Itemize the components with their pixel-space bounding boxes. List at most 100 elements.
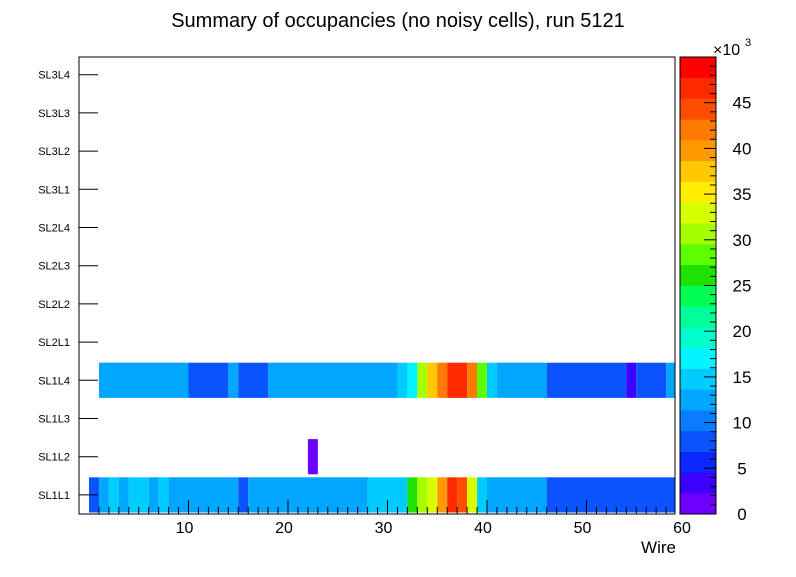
heatmap-cell-sl1l1-18	[477, 477, 487, 513]
heatmap-cell-sl1l1-16	[457, 477, 468, 513]
heatmap-cell-sl1l4-4	[268, 362, 398, 398]
y-tick-label-sl2l3: SL2L3	[38, 261, 70, 273]
colorbar-segment-20	[680, 77, 716, 99]
colorbar-tick-label-35: 35	[733, 185, 752, 204]
heatmap-cell-sl1l4-14	[496, 362, 547, 398]
heatmap-cell-sl1l1-12	[417, 477, 428, 513]
colorbar-tick-label-5: 5	[737, 459, 746, 478]
heatmap-cell-sl1l4-18	[666, 362, 675, 398]
y-tick-label-sl3l4: SL3L4	[38, 70, 70, 82]
heatmap-cell-sl1l4-8	[427, 362, 438, 398]
colorbar-tick-label-25: 25	[733, 277, 752, 296]
heatmap-cell-sl1l1-4	[128, 477, 149, 513]
y-tick-label-sl1l1: SL1L1	[38, 490, 70, 502]
heatmap-cells	[89, 362, 675, 513]
heatmap-cell-sl1l4-6	[407, 362, 418, 398]
heatmap-cell-sl1l4-17	[636, 362, 667, 398]
colorbar-segment-10	[680, 285, 716, 307]
colorbar-segment-12	[680, 243, 716, 266]
heatmap-cell-sl1l4-5	[397, 362, 408, 398]
colorbar: 0 5 10 15 20 25 30 35 40 45	[679, 56, 752, 524]
colorbar-segment-21	[680, 57, 716, 79]
heatmap-cell-sl1l1-15	[447, 477, 458, 513]
colorbar-segment-19	[680, 98, 716, 120]
x-tick-label-10: 10	[176, 520, 194, 537]
heatmap-cell-sl1l4-2	[228, 362, 239, 398]
heatmap-cell-sl1l1-7	[168, 477, 239, 513]
heatmap-cell-sl1l1-20	[546, 477, 675, 513]
colorbar-tick-label-10: 10	[733, 414, 752, 433]
x-tick-label-50: 50	[574, 520, 592, 537]
heatmap-cell-sl1l4-1	[188, 362, 229, 398]
colorbar-segment-4	[680, 410, 716, 432]
heatmap-cell-sl1l4-13	[487, 362, 497, 398]
colorbar-multiplier-base: ×10	[713, 42, 740, 59]
chart-title: Summary of occupancies (no noisy cells),…	[171, 10, 625, 32]
plot-frame	[78, 56, 676, 515]
heatmap-cell-sl1l1-6	[158, 477, 169, 513]
heatmap-cell-sl1l4-0	[98, 362, 189, 398]
heatmap-cell-sl1l1-19	[487, 477, 547, 513]
heatmap-cell-sl1l4-15	[546, 362, 627, 398]
colorbar-segment-8	[680, 327, 716, 349]
y-tick-label-sl1l3: SL1L3	[38, 414, 70, 426]
heatmap-cell-sl1l1-17	[467, 477, 478, 513]
colorbar-segment-15	[680, 181, 716, 203]
y-tick-label-sl2l4: SL2L4	[38, 223, 70, 235]
colorbar-tick-label-15: 15	[733, 368, 752, 387]
colorbar-segment-1	[680, 472, 716, 494]
colorbar-segment-5	[680, 389, 716, 411]
colorbar-segment-16	[680, 160, 716, 182]
x-tick-label-30: 30	[375, 520, 393, 537]
heatmap-cell-sl1l1-1	[98, 477, 109, 513]
colorbar-segment-6	[680, 368, 716, 390]
heatmap-cell-sl1l4-10	[447, 362, 468, 398]
colorbar-segment-0	[680, 493, 716, 515]
colorbar-segment-3	[680, 430, 716, 452]
heatmap-cell-sl1l1-9	[248, 477, 368, 513]
heatmap-cell-sl1l4-16	[626, 362, 637, 398]
colorbar-segment-2	[680, 451, 716, 473]
colorbar-multiplier-exponent: 3	[745, 37, 751, 49]
x-tick-label-20: 20	[275, 520, 293, 537]
y-tick-label-sl3l2: SL3L2	[38, 146, 70, 158]
heatmap-cell-sl1l4-12	[477, 362, 487, 398]
x-axis-label: Wire	[641, 538, 676, 557]
heatmap-cell-sl1l1-2	[108, 477, 119, 513]
y-tick-label-sl3l3: SL3L3	[38, 108, 70, 120]
colorbar-segment-7	[680, 347, 716, 369]
heatmap-cell-sl1l1-3	[118, 477, 129, 513]
colorbar-segment-14	[680, 202, 716, 224]
heatmap-cell-sl1l1-14	[437, 477, 448, 513]
y-tick-label-sl2l2: SL2L2	[38, 299, 70, 311]
y-tick-label-sl3l1: SL3L1	[38, 184, 70, 196]
y-tick-label-sl1l2: SL1L2	[38, 452, 70, 464]
colorbar-tick-label-45: 45	[733, 94, 752, 113]
colorbar-multiplier: ×10 3	[713, 37, 751, 59]
x-tick-label-40: 40	[474, 520, 492, 537]
heatmap-cell-sl1l2-0	[307, 439, 318, 475]
heatmap-cell-sl1l4-3	[238, 362, 269, 398]
colorbar-segment-17	[680, 140, 716, 162]
heatmap-cell-sl1l4-7	[417, 362, 428, 398]
colorbar-tick-label-20: 20	[733, 322, 752, 341]
colorbar-segment-11	[680, 264, 716, 286]
y-axis: SL1L1 SL1L2 SL1L3 SL1L4 SL2L1 SL2L2 SL2L3 SL2L4…	[38, 70, 98, 502]
heatmap-cell-sl1l1-5	[148, 477, 159, 513]
x-axis: 10 20 30 40 50 60	[98, 500, 691, 537]
heatmap-cell-sl1l1-8	[238, 477, 249, 513]
x-tick-label-60: 60	[673, 520, 691, 537]
heatmap-cell-sl1l4-9	[437, 362, 448, 398]
y-tick-label-sl2l1: SL2L1	[38, 337, 70, 349]
heatmap-cell-sl1l4-11	[467, 362, 478, 398]
heatmap-cell-sl1l1-11	[407, 477, 418, 513]
colorbar-tick-label-40: 40	[733, 139, 752, 158]
colorbar-segment-13	[680, 223, 716, 245]
y-tick-label-sl1l4: SL1L4	[38, 375, 70, 387]
colorbar-segment-18	[680, 119, 716, 141]
colorbar-tick-label-0: 0	[737, 505, 746, 524]
colorbar-segment-9	[680, 306, 716, 328]
heatmap-cell-sl1l1-13	[427, 477, 438, 513]
